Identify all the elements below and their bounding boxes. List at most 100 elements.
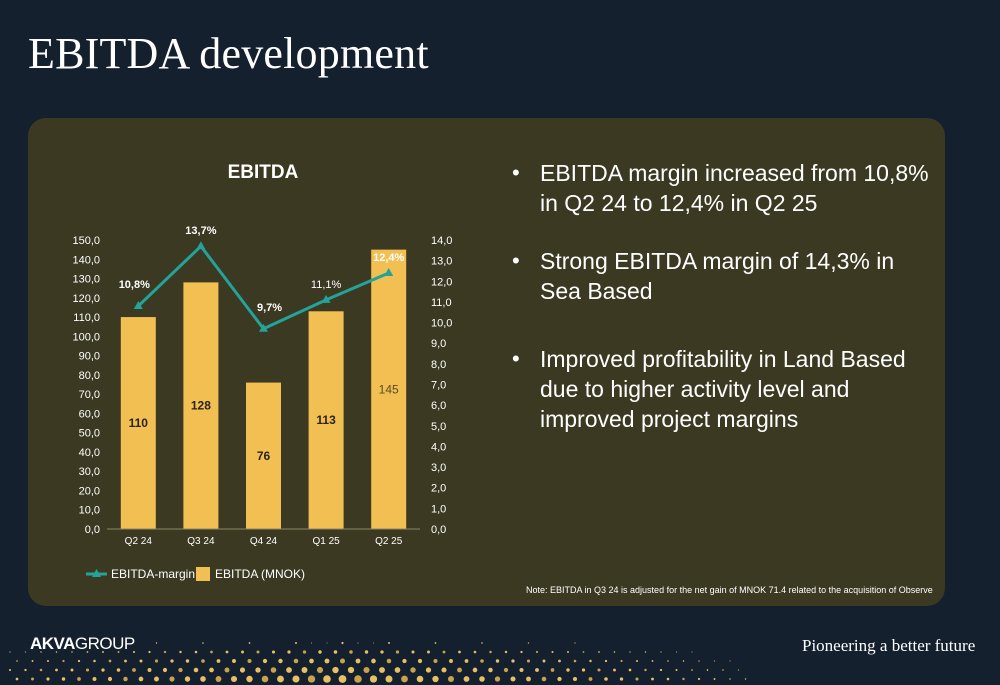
bar [371, 249, 407, 529]
decorative-dot [682, 660, 685, 662]
decorative-dot [24, 668, 27, 672]
decorative-dot [582, 651, 585, 653]
bullet-item: • Improved profitability in Land Based d… [510, 344, 930, 434]
decorative-dot [659, 668, 663, 672]
decorative-dot [567, 651, 569, 653]
chart-title: EBITDA [228, 162, 299, 183]
left-axis-tick-label: 110,0 [73, 312, 100, 324]
left-axis-tick-label: 140,0 [72, 254, 100, 266]
margin-data-label: 13,7% [185, 225, 216, 237]
decorative-dot [458, 650, 461, 654]
decorative-dot [682, 677, 685, 681]
decorative-dot [77, 659, 81, 663]
decorative-dot [675, 651, 678, 653]
decorative-dot [55, 651, 58, 653]
decorative-dot [479, 676, 485, 682]
decorative-dot [333, 650, 338, 654]
decorative-dot [416, 675, 424, 683]
decorative-dot [357, 642, 359, 644]
decorative-dot [92, 677, 97, 681]
decorative-dot [31, 677, 34, 681]
decorative-dot [473, 650, 477, 654]
decorative-dot [340, 658, 345, 664]
decorative-dot [394, 667, 401, 673]
right-axis-tick-label: 13,0 [431, 256, 452, 268]
decorative-dot [338, 675, 347, 683]
decorative-dot [9, 651, 11, 653]
left-axis-tick-label: 120,0 [72, 293, 100, 305]
decorative-dot [93, 659, 96, 663]
decorative-dot [170, 659, 174, 663]
decorative-dot [341, 641, 344, 645]
decorative-dot [39, 668, 43, 672]
decorative-dot [354, 675, 362, 683]
decorative-dot [323, 675, 331, 683]
decorative-dot [558, 659, 561, 663]
decorative-dot [574, 642, 576, 644]
decorative-dot [588, 677, 593, 681]
decorative-dot [589, 659, 592, 663]
decorative-dot [464, 659, 469, 663]
decorative-dot [371, 658, 376, 664]
decorative-dot [61, 677, 66, 681]
decorative-dot [604, 677, 608, 681]
margin-point [384, 268, 394, 277]
decorative-dot [261, 675, 269, 683]
decorative-dot [744, 678, 747, 680]
decorative-dot [541, 676, 547, 682]
bar [183, 282, 219, 529]
left-axis-tick-label: 0,0 [85, 524, 100, 536]
left-axis-tick-label: 130,0 [72, 274, 100, 286]
category-tick-label: Q2 25 [375, 536, 403, 547]
decorative-dot [310, 642, 313, 644]
decorative-dot [628, 668, 632, 672]
category-tick-label: Q2 24 [125, 536, 153, 547]
footer-tagline: Pioneering a better future [802, 636, 976, 655]
decorative-dot [604, 659, 608, 663]
decorative-dot [386, 658, 392, 664]
decorative-dot [347, 666, 355, 674]
decorative-dot [246, 675, 253, 683]
right-axis-tick-label: 3,0 [431, 462, 446, 474]
decorative-dot [232, 659, 236, 663]
decorative-dot [255, 667, 261, 673]
margin-point [321, 294, 331, 303]
decorative-dot [301, 667, 308, 673]
right-axis-tick-label: 14,0 [431, 235, 452, 247]
decorative-dot [162, 667, 168, 673]
decorative-dot [472, 667, 478, 673]
decorative-dot [463, 676, 470, 682]
left-axis-tick-label: 80,0 [79, 370, 100, 382]
decorative-dot [644, 668, 647, 672]
decorative-dot [295, 642, 297, 644]
bullet-list: • EBITDA margin increased from 10,8% in … [510, 158, 930, 462]
bullet-item: • EBITDA margin increased from 10,8% in … [510, 158, 930, 218]
left-axis-tick-label: 20,0 [79, 485, 100, 497]
decorative-dot [287, 650, 291, 654]
decorative-dot [147, 668, 152, 672]
decorative-dot [62, 659, 65, 663]
decorative-dot [132, 668, 136, 672]
left-axis-tick-label: 90,0 [79, 351, 100, 363]
decorative-dot [489, 650, 492, 654]
decorative-dot [385, 675, 393, 683]
margin-data-label: 10,8% [119, 279, 150, 291]
decorative-dot [417, 658, 423, 664]
bar-data-label: 76 [257, 449, 271, 463]
decorative-dot [480, 659, 484, 663]
decorative-dot [107, 676, 113, 682]
decorative-dot [535, 650, 539, 654]
decorative-dot [302, 650, 307, 654]
decorative-dot [425, 667, 432, 673]
decorative-dot [324, 658, 330, 664]
category-tick-label: Q1 25 [312, 536, 340, 547]
decorative-dot [179, 650, 182, 654]
decorative-dot [706, 669, 709, 671]
left-axis-tick-label: 60,0 [79, 408, 100, 420]
decorative-dot [101, 668, 105, 672]
decorative-dot [169, 676, 175, 682]
right-axis-tick-label: 4,0 [431, 441, 446, 453]
decorative-dot [123, 676, 128, 682]
decorative-dot [667, 660, 669, 662]
decorative-dot [550, 668, 555, 672]
